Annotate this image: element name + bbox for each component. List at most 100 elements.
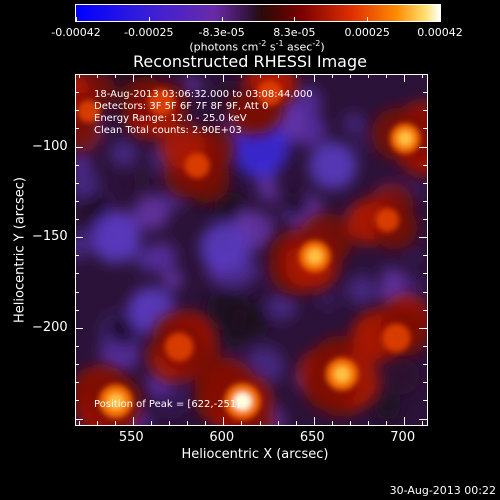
y-tick-mark-right: [423, 346, 427, 348]
y-tick-mark-right: [423, 128, 427, 130]
heatmap-background-cell: [163, 270, 183, 290]
y-tick-mark: [75, 291, 79, 293]
heatmap-hot-region: [256, 80, 283, 106]
x-axis-label: Heliocentric X (arcsec): [181, 447, 329, 462]
heatmap-hot-region: [184, 153, 210, 179]
y-tick-mark: [75, 309, 79, 311]
y-tick-mark: [75, 146, 83, 148]
y-tick-mark: [75, 418, 83, 420]
y-tick-mark-right: [423, 164, 427, 166]
x-tick-mark-top: [223, 74, 225, 82]
info-detectors: Detectors: 3F 5F 6F 7F 8F 9F, Att 0: [94, 101, 269, 112]
y-tick-mark: [75, 327, 83, 329]
y-tick-mark: [75, 273, 79, 275]
x-tick-mark-top: [277, 74, 279, 78]
x-tick-mark-top: [404, 74, 406, 82]
y-tick-mark: [75, 346, 79, 348]
y-tick-mark: [75, 364, 79, 366]
x-tick-mark-top: [96, 74, 98, 78]
y-tick-mark-right: [423, 309, 427, 311]
y-tick-mark: [75, 200, 79, 202]
colorbar-units-mid2: asec: [283, 40, 313, 54]
y-tick-mark-right: [423, 255, 427, 257]
y-tick-mark-right: [419, 237, 427, 239]
heatmap-background-cell: [133, 195, 170, 231]
x-tick-mark-top: [350, 74, 351, 78]
chart-title: Reconstructed RHESSI Image: [133, 52, 367, 71]
colorbar-units-sup3: -2: [312, 39, 321, 48]
y-tick-mark-right: [423, 74, 427, 75]
y-tick-mark: [75, 92, 79, 94]
y-tick-label: −150: [32, 229, 68, 245]
heatmap-background-cell: [145, 241, 178, 274]
x-tick-mark: [386, 421, 388, 425]
heatmap-cold-region: [199, 222, 249, 272]
colorbar-tick-label: -8.3e-05: [198, 26, 245, 39]
x-tick-label: 600: [209, 430, 235, 445]
heatmap-hot-core: [333, 366, 351, 383]
colorbar-units-mid1: s: [266, 40, 276, 54]
x-tick-mark-top: [259, 74, 261, 78]
y-tick-mark: [75, 128, 79, 130]
peak-position: Position of Peak = [622,-251]: [94, 399, 241, 410]
y-tick-mark: [75, 219, 79, 221]
x-tick-label: 550: [118, 430, 144, 445]
x-tick-mark: [114, 421, 116, 425]
timestamp: 30-Aug-2013 00:22: [389, 484, 496, 497]
heatmap-background-cell: [76, 151, 91, 171]
colorbar-tick-mark: [367, 17, 369, 21]
y-tick-mark-right: [423, 219, 427, 221]
heatmap-background-cell: [76, 166, 100, 201]
x-tick-mark-top: [368, 74, 370, 78]
colorbar-tick-mark: [294, 17, 296, 21]
heatmap-hot-core: [107, 393, 125, 410]
y-axis-label: Heliocentric Y (arcsec): [12, 177, 28, 323]
y-tick-mark-right: [419, 146, 427, 148]
x-tick-mark-top: [187, 74, 189, 78]
x-tick-mark-top: [331, 74, 333, 78]
x-tick-mark-top: [295, 74, 297, 78]
heatmap-background-cell: [373, 393, 401, 421]
heatmap-background-cell: [206, 288, 250, 332]
x-tick-mark: [241, 421, 243, 425]
x-tick-mark: [277, 421, 279, 425]
colorbar-units-main: (photons cm: [189, 40, 259, 54]
x-tick-label: 650: [299, 430, 325, 445]
heatmap-image: [76, 75, 427, 425]
x-tick-mark-top: [114, 74, 116, 78]
y-tick-mark-right: [423, 92, 427, 94]
colorbar-tick-label: -0.00042: [51, 26, 101, 39]
heatmap-background-cell: [315, 286, 340, 311]
x-tick-mark: [350, 421, 351, 425]
heatmap-hot-region: [77, 99, 101, 123]
x-tick-mark-top: [169, 74, 171, 78]
x-tick-mark: [313, 417, 315, 425]
x-tick-mark: [404, 417, 406, 425]
heatmap-hot-region: [381, 323, 411, 353]
y-tick-label: −200: [32, 319, 68, 335]
y-tick-mark: [75, 110, 79, 112]
y-tick-mark: [75, 182, 79, 184]
colorbar-tick-label: 8.3e-05: [273, 26, 316, 39]
heatmap-hot-region: [375, 208, 400, 233]
colorbar-tick-mark: [221, 17, 223, 21]
plot-area: 18-Aug-2013 03:06:32.000 to 03:08:44.000…: [75, 74, 428, 426]
x-tick-mark: [422, 421, 424, 425]
y-tick-mark: [75, 237, 83, 239]
heatmap-background-cell: [382, 357, 420, 395]
colorbar: [75, 4, 441, 22]
y-tick-mark: [75, 255, 79, 257]
x-tick-mark: [331, 421, 333, 425]
colorbar-tick-label: 0.00025: [344, 26, 390, 39]
heatmap-hot-core: [307, 248, 323, 265]
heatmap-cold-region: [308, 141, 357, 190]
colorbar-tick-label: -0.00025: [124, 26, 174, 39]
y-tick-mark-right: [423, 291, 427, 293]
x-tick-mark: [223, 417, 225, 425]
heatmap-background-cell: [285, 192, 310, 217]
y-tick-mark-right: [423, 382, 427, 384]
heatmap-background-cell: [266, 291, 297, 322]
y-tick-mark-right: [423, 110, 427, 112]
x-tick-mark-top: [241, 74, 243, 78]
x-tick-label: 700: [390, 430, 416, 445]
